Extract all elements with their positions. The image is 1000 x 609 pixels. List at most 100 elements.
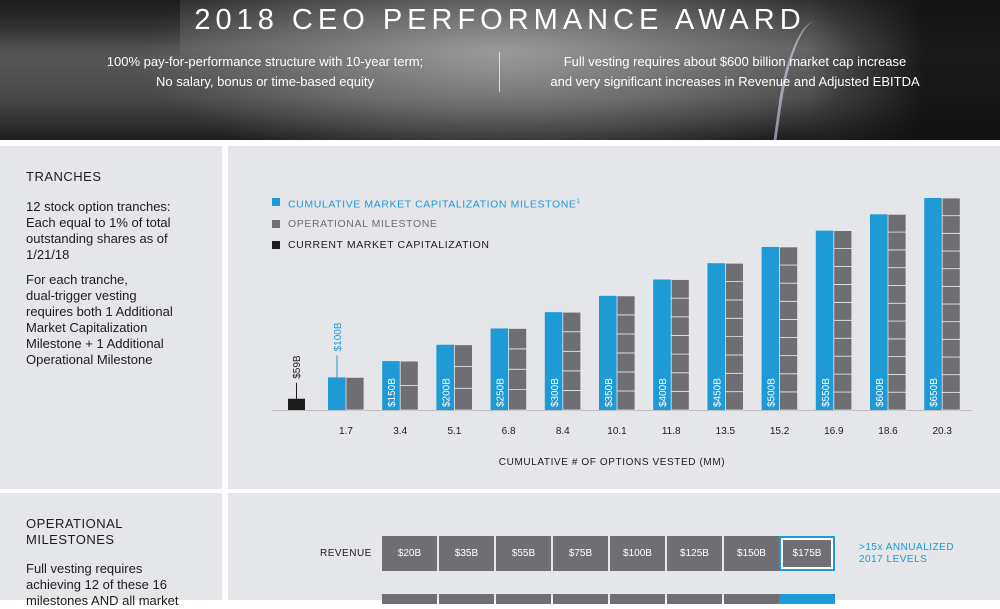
bar-value-label: $650B: [929, 378, 940, 407]
market-cap-bar: [599, 295, 617, 410]
operational-bar-segment: [562, 390, 582, 411]
banner-shade-right: [810, 0, 1000, 140]
operational-bar-segment: [725, 354, 744, 374]
market-cap-bar: [544, 312, 563, 410]
operational-bar-segment: [887, 374, 907, 393]
legend-current-label: CURRENT MARKET CAPITALIZATION: [288, 239, 490, 251]
operational-bar-segment: [616, 314, 636, 335]
revenue-milestone: $125B: [667, 536, 722, 571]
tranches-para2-line: Market Capitalization: [26, 320, 148, 335]
revenue-milestone: $35B: [439, 536, 494, 571]
legend-swatch-black: [272, 241, 280, 249]
operational-bar-segment: [508, 328, 528, 350]
header-subtitle-right-line1: Full vesting requires about $600 billion…: [563, 54, 907, 69]
next-row-box: [610, 594, 665, 604]
x-tick-label: 11.8: [662, 426, 681, 437]
x-tick-label: 6.8: [502, 426, 516, 437]
operational-bar-segment: [779, 373, 798, 393]
operational-bar-segment: [779, 282, 798, 302]
operational-bar-segment: [345, 376, 365, 411]
market-cap-bar: [815, 230, 834, 410]
revenue-milestone: $100B: [610, 536, 665, 571]
revenue-note: >15x ANNUALIZED 2017 LEVELS: [859, 542, 954, 566]
operational-bar-segment: [670, 390, 690, 411]
operational-bar-segment: [941, 356, 961, 376]
operational-bar-segment: [887, 267, 907, 286]
operational-text-line: milestones AND all market: [26, 593, 179, 608]
operational-bar-segment: [562, 350, 582, 372]
legend-operational-label: OPERATIONAL MILESTONE: [288, 218, 438, 230]
revenue-note-line2: 2017 LEVELS: [859, 554, 928, 565]
revenue-milestone-highlight: $175B: [779, 536, 835, 571]
operational-bar-segment: [941, 215, 961, 234]
operational-bar-segment: [941, 268, 961, 287]
legend-swatch-blue: [272, 198, 280, 206]
operational-bar-segment: [887, 213, 907, 233]
operational-bar-segment: [508, 368, 528, 391]
legend-market-cap-label: CUMULATIVE MARKET CAPITALIZATION MILESTO…: [288, 198, 577, 211]
operational-bar-segment: [453, 366, 473, 389]
operational-heading-line1: OPERATIONAL: [26, 516, 124, 531]
operational-bar-segment: [833, 319, 853, 339]
operational-bar-segment: [670, 335, 690, 355]
operational-bar-segment: [725, 372, 744, 393]
x-tick-label: 18.6: [878, 426, 898, 437]
tranches-para2-line: dual-trigger vesting: [26, 288, 137, 303]
tranches-para1: 12 stock option tranches: Each equal to …: [26, 199, 206, 263]
operational-bar-segment: [941, 374, 961, 393]
bar-value-label: $450B: [712, 378, 723, 407]
bar-value-label: $550B: [821, 378, 832, 407]
revenue-milestone: $55B: [496, 536, 551, 571]
header-subtitle-right-line2: and very significant increases in Revenu…: [550, 74, 920, 89]
operational-bar-segment: [833, 337, 853, 357]
operational-bar-segment: [887, 231, 907, 251]
operational-bar-segment: [887, 285, 907, 304]
tranches-para1-line: 1/21/18: [26, 247, 70, 262]
bar-value-label: $600B: [875, 378, 886, 407]
operational-bar-segment: [562, 331, 582, 352]
tranches-para2-line: For each tranche,: [26, 272, 128, 287]
operational-side-panel: OPERATIONAL MILESTONES Full vesting requ…: [0, 493, 222, 608]
market-cap-bar: [761, 246, 780, 410]
bar-value-label: $200B: [441, 378, 452, 407]
tranches-heading: TRANCHES: [26, 169, 102, 184]
tranches-side-panel: TRANCHES 12 stock option tranches: Each …: [0, 146, 222, 489]
next-row-box: [724, 594, 779, 604]
operational-bar-segment: [670, 297, 690, 318]
operational-bar-segment: [562, 311, 582, 333]
bar-value-label: $150B: [387, 378, 398, 407]
x-tick-label: 5.1: [447, 426, 461, 437]
operational-bar-segment: [779, 246, 798, 266]
operational-text-line: achieving 12 of these 16: [26, 577, 167, 592]
operational-bar-segment: [616, 352, 636, 373]
operational-bar-segment: [941, 285, 961, 305]
header-subtitle-left-line2: No salary, bonus or time-based equity: [156, 74, 374, 89]
legend-footnote-mark: 1: [576, 199, 581, 205]
operational-bar-segment: [779, 391, 798, 411]
market-cap-bar: [328, 377, 346, 410]
operational-bar-segment: [725, 317, 744, 338]
operational-bar-segment: [670, 316, 690, 336]
tranches-para1-line: outstanding shares as of: [26, 231, 168, 246]
tranches-para1-line: Each equal to 1% of total: [26, 215, 171, 230]
operational-bar-segment: [833, 373, 853, 393]
tranches-para2-line: Milestone + 1 Additional: [26, 336, 164, 351]
operational-bar-segment: [725, 336, 744, 356]
operational-bar-segment: [670, 372, 690, 392]
banner-shade-left: [0, 0, 180, 60]
bar-value-label: $350B: [604, 378, 615, 407]
header-subtitle-right: Full vesting requires about $600 billion…: [525, 52, 945, 92]
next-row-box-highlight: [779, 594, 835, 604]
operational-bar-segment: [887, 302, 907, 322]
operational-heading-line2: MILESTONES: [26, 532, 115, 547]
operational-bar-segment: [941, 303, 961, 323]
operational-bar-segment: [941, 338, 961, 358]
operational-bar-segment: [399, 360, 419, 386]
next-row-box: [553, 594, 608, 604]
tranches-para2-line: requires both 1 Additional: [26, 304, 173, 319]
market-cap-bar: [870, 214, 888, 410]
operational-bar-segment: [616, 371, 636, 392]
operational-bar-segment: [941, 197, 961, 217]
operational-bar-segment: [941, 232, 961, 252]
